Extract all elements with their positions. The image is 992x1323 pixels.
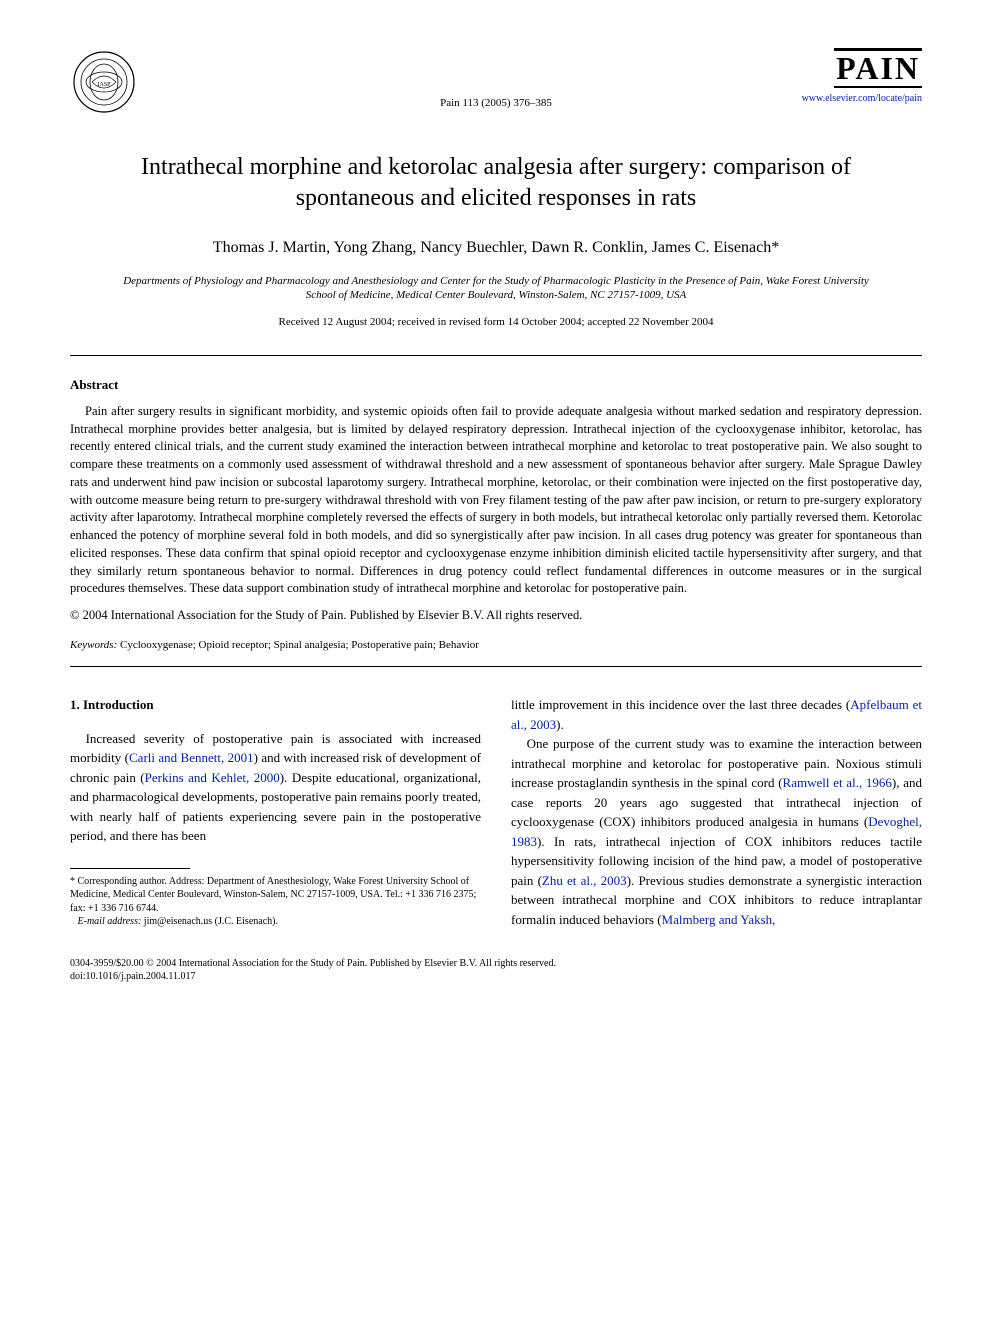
affiliation: Departments of Physiology and Pharmacolo… bbox=[110, 274, 882, 304]
intro-para-1: Increased severity of postoperative pain… bbox=[70, 729, 481, 846]
article-title: Intrathecal morphine and ketorolac analg… bbox=[90, 152, 902, 214]
divider-top bbox=[70, 355, 922, 356]
column-left: 1. Introduction Increased severity of po… bbox=[70, 695, 481, 929]
corresponding-email: jim@eisenach.us (J.C. Eisenach). bbox=[141, 916, 278, 927]
intro-para-1-cont: little improvement in this incidence ove… bbox=[511, 695, 922, 734]
footnote-rule bbox=[70, 868, 190, 869]
column-right: little improvement in this incidence ove… bbox=[511, 695, 922, 929]
citation-carli[interactable]: Carli and Bennett, 2001 bbox=[129, 750, 254, 765]
intro-heading: 1. Introduction bbox=[70, 695, 481, 715]
abstract-copyright: © 2004 International Association for the… bbox=[70, 606, 922, 624]
pain-logo-text: PAIN bbox=[836, 50, 920, 86]
body-columns: 1. Introduction Increased severity of po… bbox=[70, 695, 922, 929]
footer-doi: doi:10.1016/j.pain.2004.11.017 bbox=[70, 970, 922, 983]
email-label: E-mail address: bbox=[78, 916, 142, 927]
keywords-text: Cyclooxygenase; Opioid receptor; Spinal … bbox=[117, 639, 479, 651]
iasp-logo: IASP bbox=[70, 48, 138, 116]
footer-copyright: 0304-3959/$20.00 © 2004 International As… bbox=[70, 957, 922, 970]
locate-link[interactable]: www.elsevier.com/locate/pain bbox=[802, 92, 922, 107]
pain-logo: PAIN bbox=[834, 48, 922, 88]
citation-malmberg[interactable]: Malmberg and Yaksh, bbox=[662, 912, 776, 927]
svg-text:IASP: IASP bbox=[97, 82, 111, 88]
author-list: Thomas J. Martin, Yong Zhang, Nancy Buec… bbox=[70, 236, 922, 259]
article-dates: Received 12 August 2004; received in rev… bbox=[70, 315, 922, 331]
journal-reference: Pain 113 (2005) 376–385 bbox=[70, 96, 922, 112]
corresponding-footnote: * Corresponding author. Address: Departm… bbox=[70, 875, 481, 929]
page-footer: 0304-3959/$20.00 © 2004 International As… bbox=[70, 957, 922, 983]
keywords-label: Keywords: bbox=[70, 639, 117, 651]
citation-zhu[interactable]: Zhu et al., 2003 bbox=[542, 873, 627, 888]
journal-logo-block: PAIN www.elsevier.com/locate/pain bbox=[802, 48, 922, 107]
citation-perkins[interactable]: Perkins and Kehlet, 2000 bbox=[145, 770, 280, 785]
intro-para-2: One purpose of the current study was to … bbox=[511, 734, 922, 929]
abstract-heading: Abstract bbox=[70, 376, 922, 395]
abstract-text: Pain after surgery results in significan… bbox=[70, 403, 922, 598]
keywords-line: Keywords: Cyclooxygenase; Opioid recepto… bbox=[70, 638, 922, 654]
divider-bottom bbox=[70, 666, 922, 667]
citation-ramwell[interactable]: Ramwell et al., 1966 bbox=[783, 775, 892, 790]
